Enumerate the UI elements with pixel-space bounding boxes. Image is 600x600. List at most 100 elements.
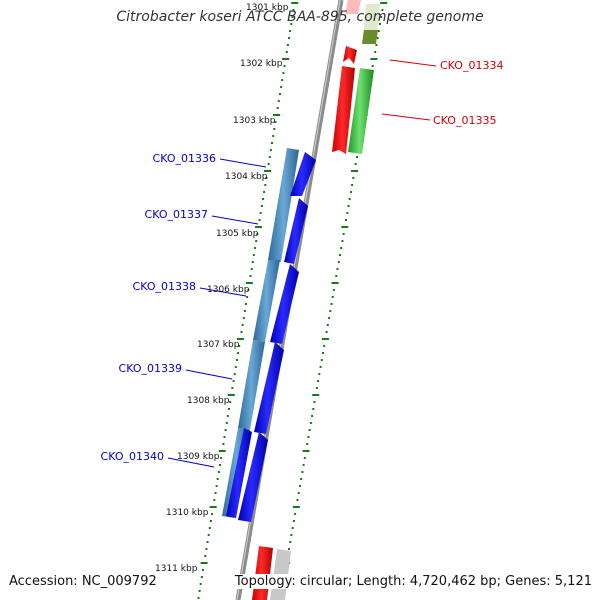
ruler-minor-tick (346, 212, 349, 214)
ruler-minor-tick (202, 569, 204, 571)
ruler-minor-tick (298, 485, 301, 487)
ruler-major-tick (282, 58, 290, 60)
leader-CKO_01336 (219, 158, 267, 168)
ruler-label: 1308 kbp (187, 396, 230, 406)
ruler-minor-tick (311, 415, 314, 417)
ruler-minor-tick (320, 359, 323, 361)
ruler-minor-tick (289, 541, 292, 543)
ruler-major-tick (200, 562, 208, 564)
ruler-minor-tick (354, 163, 357, 165)
ruler-minor-tick (356, 156, 358, 158)
ruler-minor-tick (251, 261, 254, 263)
ruler-label: 1307 kbp (197, 340, 240, 350)
ruler-minor-tick (267, 163, 270, 165)
ruler-label: 1306 kbp (207, 285, 250, 295)
ruler-minor-tick (276, 107, 279, 109)
ruler-minor-tick (279, 93, 281, 95)
ruler-minor-tick (242, 317, 245, 319)
ruler-minor-tick (307, 436, 310, 438)
ruler-label: 1301 kbp (246, 3, 289, 13)
ruler-minor-tick (229, 401, 232, 403)
ruler-minor-tick (352, 177, 355, 179)
gene-labels: CKO_01334 CKO_01335 CKO_01336 CKO_01337 … (101, 59, 504, 463)
ruler-minor-tick (286, 44, 289, 46)
ruler-minor-tick (254, 247, 257, 249)
ruler-minor-tick (262, 198, 264, 200)
ruler-minor-tick (302, 464, 305, 466)
ruler-major-tick (321, 338, 329, 340)
ruler-minor-tick (292, 520, 295, 522)
gene-label-CKO_01335: CKO_01335 (433, 114, 496, 127)
ruler-minor-tick (263, 191, 266, 193)
ruler-minor-tick (222, 443, 225, 445)
ruler-minor-tick (233, 373, 236, 375)
ruler-major-tick (255, 226, 262, 228)
ruler-minor-tick (336, 268, 339, 270)
ruler-minor-tick (250, 268, 253, 270)
ruler-minor-tick (337, 261, 340, 263)
cds-CKO_01336 (290, 152, 316, 196)
ruler-minor-tick (281, 79, 284, 81)
ruler-label: 1304 kbp (225, 172, 268, 182)
ruler-minor-tick (205, 548, 208, 550)
forward-cds-small (343, 46, 357, 64)
cds-CKO_01340b (238, 432, 268, 522)
ruler-minor-tick (322, 352, 324, 354)
ruler-minor-tick (313, 401, 316, 403)
ruler-minor-tick (231, 387, 234, 389)
gene-CKO_01335 (348, 68, 374, 154)
ruler-minor-tick (303, 457, 306, 459)
ruler-minor-tick (241, 324, 244, 326)
ruler-minor-tick (269, 149, 272, 151)
cds-CKO_01334 (332, 66, 355, 154)
ruler-minor-tick (381, 9, 384, 11)
ruler-minor-tick (215, 485, 218, 487)
ruler-major-tick (236, 338, 244, 340)
ruler-minor-tick (291, 527, 294, 529)
ruler-minor-tick (256, 233, 259, 235)
ruler-minor-tick (197, 597, 200, 599)
ruler-minor-tick (217, 471, 220, 473)
forward-gene-top-shade (362, 30, 378, 44)
ruler-minor-tick (312, 408, 315, 410)
accession-text: Accession: NC_009792 (7, 574, 159, 589)
forward-features (252, 0, 380, 600)
ruler-minor-tick (249, 275, 252, 277)
ruler-minor-tick (220, 457, 223, 459)
ruler-minor-tick (264, 184, 267, 186)
ruler-major-tick (227, 394, 235, 396)
ruler-major-tick (370, 58, 378, 60)
ruler-minor-tick (268, 156, 271, 158)
ruler-minor-tick (252, 254, 255, 256)
cds-CKO_01340a (226, 428, 252, 518)
ruler-minor-tick (376, 37, 379, 39)
ruler-minor-tick (326, 324, 329, 326)
ruler-minor-tick (374, 51, 377, 53)
ruler-minor-tick (332, 289, 335, 291)
ruler-minor-tick (341, 240, 344, 242)
ruler-minor-tick (347, 205, 350, 207)
gene-label-CKO_01338: CKO_01338 (133, 280, 196, 293)
ruler-minor-tick (213, 499, 216, 501)
ruler-major-tick (380, 2, 388, 4)
ruler-minor-tick (297, 492, 300, 494)
ruler-minor-tick (342, 233, 345, 235)
ruler-ticks-left (197, 2, 299, 599)
ruler-minor-tick (329, 310, 332, 312)
ruler-minor-tick (290, 23, 293, 25)
topology-summary: Topology: circular; Length: 4,720,462 bp… (232, 574, 594, 589)
ruler-minor-tick (291, 16, 294, 18)
ruler-minor-tick (225, 422, 228, 424)
cds-CKO_01339 (254, 342, 284, 434)
ruler-major-tick (302, 450, 310, 452)
ruler-minor-tick (199, 583, 202, 585)
ruler-minor-tick (234, 366, 237, 368)
leader-CKO_01339 (185, 369, 233, 380)
ruler-major-tick (218, 450, 226, 452)
gene-label-CKO_01337: CKO_01337 (145, 208, 208, 221)
ruler-minor-tick (245, 303, 247, 305)
ruler-minor-tick (207, 534, 210, 536)
ruler-minor-tick (292, 9, 295, 11)
ruler-minor-tick (348, 198, 351, 200)
ruler-minor-tick (289, 30, 292, 32)
